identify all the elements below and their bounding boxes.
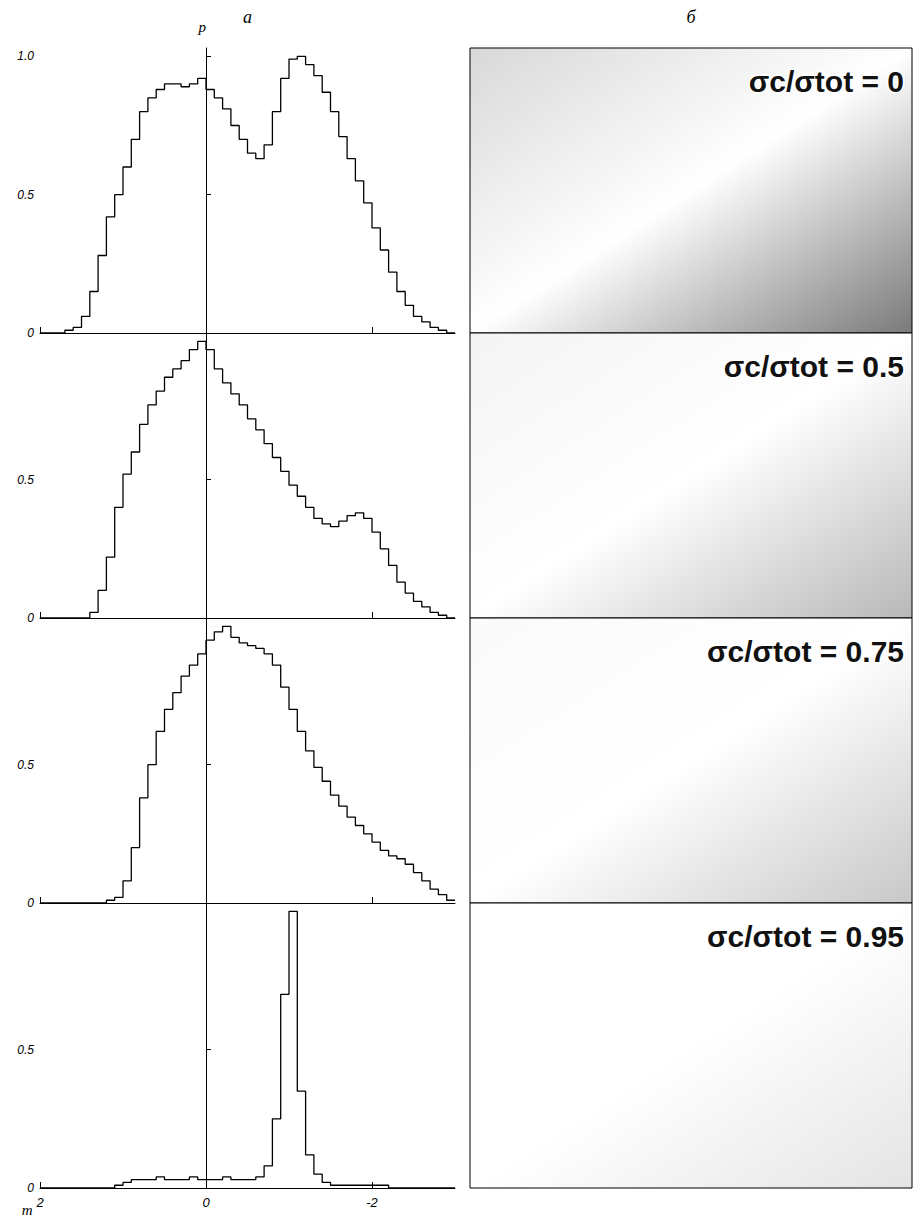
svg-text:0: 0	[27, 896, 34, 910]
svg-text:б: б	[686, 7, 696, 27]
svg-text:а: а	[243, 7, 252, 27]
svg-text:m: m	[22, 1202, 33, 1218]
svg-text:0: 0	[27, 611, 34, 625]
svg-text:-2: -2	[366, 1195, 378, 1210]
svg-text:p: p	[198, 19, 207, 35]
svg-text:σc/σtot = 0: σc/σtot = 0	[749, 65, 904, 98]
svg-text:0: 0	[27, 1181, 34, 1195]
svg-text:0.5: 0.5	[17, 188, 34, 202]
svg-text:1.0: 1.0	[17, 49, 34, 63]
svg-text:σc/σtot = 0.5: σc/σtot = 0.5	[724, 350, 904, 383]
svg-text:σc/σtot = 0.75: σc/σtot = 0.75	[707, 635, 904, 668]
svg-text:0.5: 0.5	[17, 473, 34, 487]
svg-text:0: 0	[27, 326, 34, 340]
svg-text:2: 2	[35, 1195, 44, 1210]
svg-text:σc/σtot = 0.95: σc/σtot = 0.95	[707, 920, 904, 953]
svg-text:0: 0	[202, 1195, 210, 1210]
svg-text:0.5: 0.5	[17, 758, 34, 772]
svg-text:0.5: 0.5	[17, 1043, 34, 1057]
